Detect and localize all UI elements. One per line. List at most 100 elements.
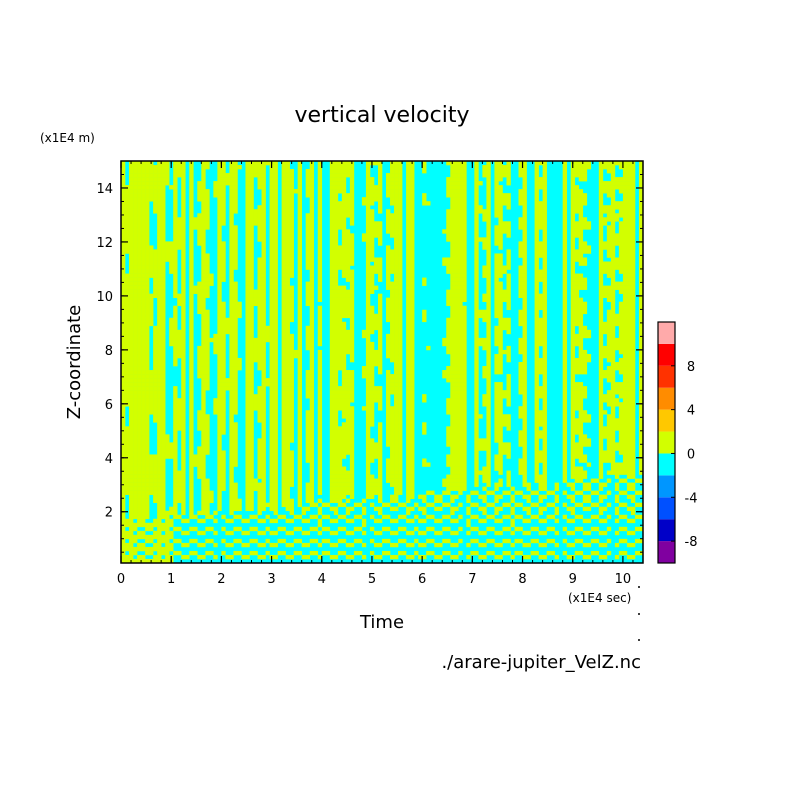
heatmap-cell — [458, 313, 463, 319]
heatmap-cell — [289, 357, 294, 363]
heatmap-cell — [157, 454, 162, 459]
heatmap-cell — [213, 410, 218, 415]
heatmap-cell — [297, 353, 302, 359]
heatmap-cell — [121, 370, 126, 375]
heatmap-cell — [450, 366, 455, 371]
heatmap-cell — [345, 378, 351, 383]
heatmap-cell — [137, 161, 142, 166]
heatmap-cell — [161, 281, 166, 286]
heatmap-cell — [285, 257, 290, 262]
heatmap-cell — [390, 374, 395, 379]
heatmap-cell — [141, 362, 146, 367]
heatmap-cell — [217, 261, 222, 266]
heatmap-cell — [454, 301, 459, 307]
heatmap-cell — [410, 309, 415, 315]
heatmap-cell — [221, 301, 226, 307]
heatmap-cell — [454, 353, 459, 359]
heatmap-cell — [329, 462, 335, 467]
heatmap-cell — [454, 370, 459, 375]
heatmap-cell — [269, 297, 274, 302]
heatmap-cell — [317, 382, 323, 387]
heatmap-cell — [121, 201, 126, 206]
heatmap-cell — [410, 434, 415, 439]
heatmap-cell — [157, 169, 162, 174]
heatmap-cell — [229, 269, 234, 274]
heatmap-cell — [173, 305, 178, 311]
heatmap-cell — [289, 406, 294, 411]
heatmap-cell — [333, 418, 339, 423]
heatmap-cell — [125, 281, 130, 286]
heatmap-cell — [153, 494, 158, 499]
heatmap-cell — [173, 470, 178, 475]
heatmap-cell — [229, 329, 234, 335]
heatmap-cell — [305, 345, 311, 351]
heatmap-cell — [398, 257, 403, 262]
heatmap-cell — [273, 333, 278, 339]
heatmap-cell — [233, 494, 238, 499]
heatmap-cell — [141, 482, 146, 487]
heatmap-cell — [329, 482, 335, 487]
heatmap-cell — [217, 305, 222, 311]
heatmap-cell — [317, 554, 323, 560]
heatmap-cell — [309, 285, 315, 290]
heatmap-cell — [173, 430, 178, 435]
heatmap-cell — [201, 494, 206, 499]
heatmap-cell — [197, 225, 202, 230]
heatmap-cell — [398, 321, 403, 327]
heatmap-cell — [349, 261, 355, 266]
heatmap-cell — [217, 458, 222, 463]
heatmap-cell — [181, 422, 186, 427]
heatmap-cell — [261, 181, 266, 186]
heatmap-cell — [181, 309, 186, 315]
heatmap-cell — [205, 313, 210, 319]
heatmap-cell — [458, 394, 463, 399]
heatmap-cell — [422, 161, 427, 166]
heatmap-cell — [446, 474, 451, 479]
heatmap-cell — [161, 446, 166, 451]
heatmap-cell — [141, 386, 146, 391]
heatmap-cell — [333, 542, 339, 548]
heatmap-cell — [398, 289, 403, 294]
heatmap-cell — [257, 494, 262, 499]
heatmap-cell — [450, 245, 455, 250]
heatmap-cell — [341, 470, 347, 475]
heatmap-cell — [245, 173, 250, 178]
heatmap-cell — [406, 398, 411, 403]
heatmap-cell — [281, 414, 286, 419]
heatmap-cell — [237, 498, 242, 503]
heatmap-cell — [422, 510, 427, 516]
heatmap-cell — [398, 345, 403, 351]
heatmap-cell — [297, 422, 302, 427]
heatmap-cell — [345, 201, 351, 206]
heatmap-cell — [446, 426, 451, 431]
heatmap-cell — [317, 370, 323, 375]
heatmap-cell — [446, 225, 451, 230]
heatmap-cell — [297, 321, 302, 327]
heatmap-cell — [345, 209, 351, 214]
heatmap-cell — [426, 345, 431, 351]
heatmap-cell — [422, 422, 427, 427]
heatmap-cell — [221, 173, 226, 178]
heatmap-cell — [345, 442, 351, 447]
heatmap-cell — [121, 374, 126, 379]
heatmap-cell — [153, 325, 158, 331]
heatmap-cell — [305, 329, 311, 335]
heatmap-cell — [233, 245, 238, 250]
heatmap-cell — [394, 169, 399, 174]
heatmap-cell — [201, 269, 206, 274]
heatmap-cell — [161, 538, 166, 544]
heatmap-cell — [157, 374, 162, 379]
heatmap-cell — [462, 394, 467, 399]
heatmap-cell — [201, 285, 206, 290]
heatmap-cell — [233, 430, 238, 435]
heatmap-cell — [466, 554, 471, 560]
heatmap-cell — [129, 309, 134, 315]
heatmap-cell — [289, 293, 294, 298]
heatmap-cell — [269, 301, 274, 307]
heatmap-cell — [141, 241, 146, 246]
heatmap-cell — [249, 317, 254, 323]
heatmap-cell — [233, 458, 238, 463]
heatmap-cell — [177, 526, 182, 532]
heatmap-cell — [201, 486, 206, 491]
heatmap-cell — [317, 506, 323, 512]
